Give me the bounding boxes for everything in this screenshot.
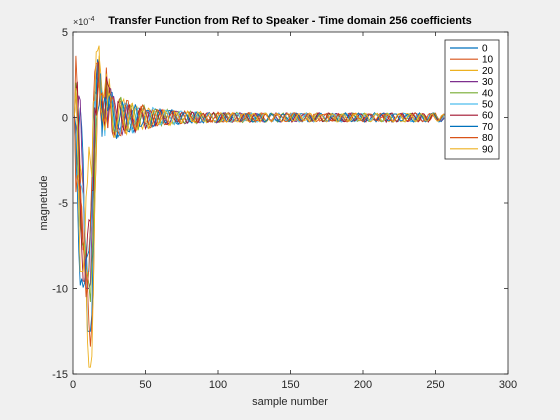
legend-label-90: 90 — [482, 144, 494, 155]
x-tick-label: 250 — [426, 379, 444, 391]
y-tick-label: -15 — [52, 369, 68, 381]
x-tick-label: 0 — [70, 379, 76, 391]
x-tick-label: 200 — [354, 379, 372, 391]
axes-background — [73, 32, 508, 374]
series-line-70 — [74, 59, 445, 288]
y-exponent-power: -4 — [88, 16, 94, 23]
x-tick-label: 100 — [209, 379, 227, 391]
x-axis-label: sample number — [252, 396, 328, 408]
x-tick-label: 300 — [499, 379, 517, 391]
chart-title: Transfer Function from Ref to Speaker - … — [108, 15, 472, 27]
legend-label-40: 40 — [482, 88, 494, 99]
legend-label-50: 50 — [482, 100, 494, 111]
y-axis-label: magnetude — [38, 175, 50, 230]
y-tick-label: -10 — [52, 284, 68, 296]
y-exponent-label: ×10-4 — [73, 16, 95, 27]
y-exponent-base: ×10 — [73, 17, 88, 27]
legend-label-20: 20 — [482, 66, 494, 77]
ticks-layer: 0 50 100 150 200 250 300-15-10-505 — [52, 27, 517, 391]
x-tick-label: 50 — [139, 379, 151, 391]
x-tick-label: 150 — [281, 379, 299, 391]
legend-label-0: 0 — [482, 44, 488, 55]
legend-label-80: 80 — [482, 133, 494, 144]
series-layer — [74, 45, 445, 368]
legend-label-60: 60 — [482, 111, 494, 122]
y-tick-label: 0 — [62, 113, 68, 125]
legend-label-10: 10 — [482, 55, 494, 66]
series-line-90 — [74, 45, 445, 272]
legend-label-70: 70 — [482, 122, 494, 133]
y-tick-label: 5 — [62, 27, 68, 39]
legend-box — [444, 39, 500, 160]
y-tick-label: -5 — [58, 198, 68, 210]
legend-label-30: 30 — [482, 77, 494, 88]
